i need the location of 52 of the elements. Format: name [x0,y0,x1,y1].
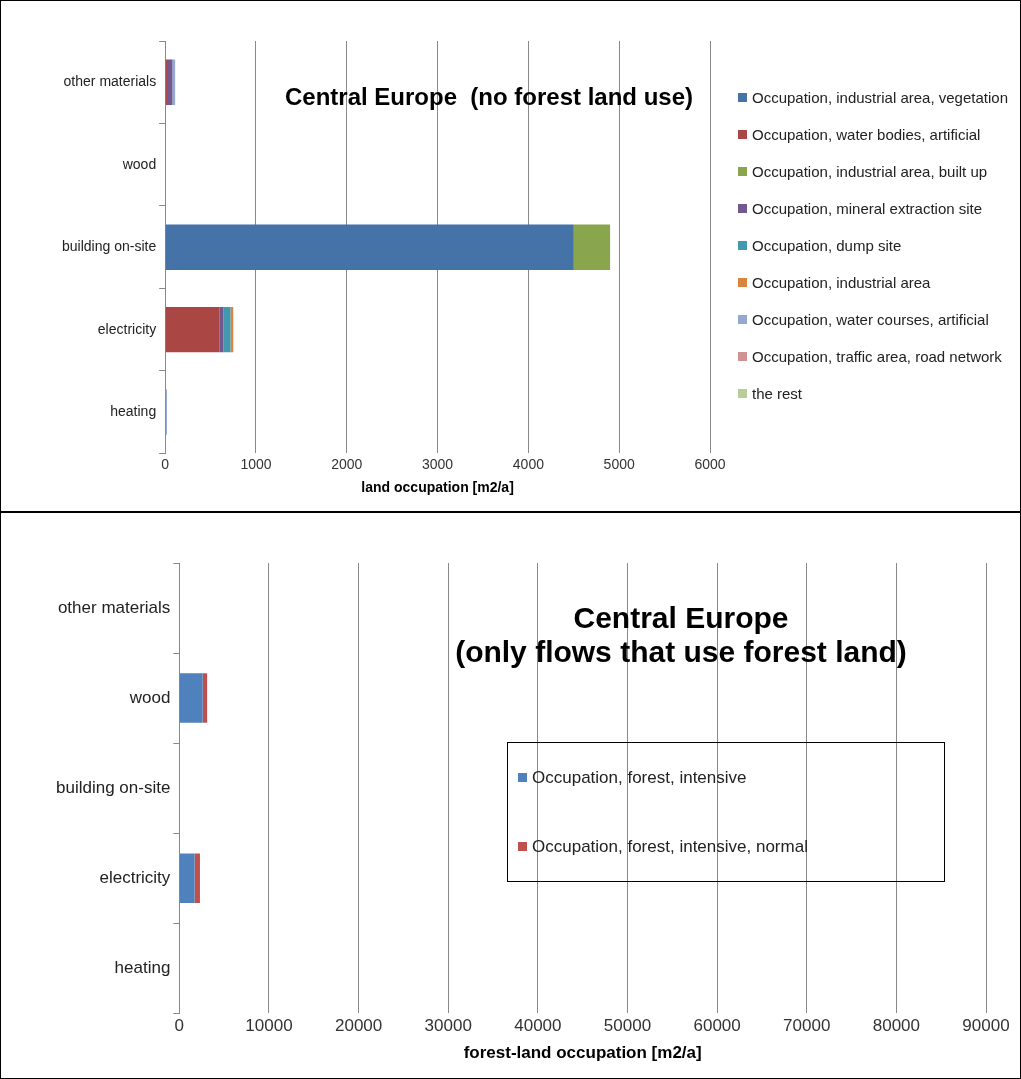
y-tick-label: wood [121,155,157,172]
y-tick-label: electricity [97,320,157,337]
x-tick-label: 70000 [783,1016,831,1036]
bar [194,853,200,903]
legend-label: Occupation, dump site [752,237,902,254]
x-tick-label: 4000 [512,455,545,472]
legend-label: the rest [752,385,803,402]
bar [223,307,231,353]
legend-label: Occupation, forest, intensive [532,767,747,788]
legend-label: Occupation, mineral extraction site [752,200,983,217]
x-tick-label: 30000 [424,1016,472,1036]
y-tick-label: electricity [99,867,171,887]
x-tick-label: 80000 [872,1016,921,1036]
legend-label: Occupation, industrial area, built up [752,163,988,180]
x-tick-label: 0 [174,1016,185,1036]
bar [165,307,220,353]
y-tick-label: heating [114,957,171,977]
y-tick-label: building on-site [62,238,157,255]
bar [179,853,195,903]
bar [573,224,611,270]
x-tick-label: 50000 [603,1016,652,1036]
legend-label: Occupation, forest, intensive, normal [532,836,808,857]
x-tick-label: 2000 [331,455,363,472]
y-tick-label: heating [110,403,157,420]
bar [202,673,208,723]
x-tick-label: 0 [161,455,170,472]
bar [166,59,173,105]
legend-label: Occupation, industrial area, vegetation [752,89,1008,106]
text: Central Europe (no forest land use) [283,83,694,111]
x-tick-label: 3000 [422,455,454,472]
bar [165,224,574,270]
y-tick-label: building on-site [55,777,171,797]
x-tick-label: 60000 [693,1016,741,1036]
text: Central Europe (only flows that use forest land) [454,601,908,669]
x-tick-label: 5000 [603,455,635,472]
y-tick-label: wood [128,687,171,707]
x-tick-label: 1000 [240,455,272,472]
x-axis-title: land occupation [m2/a] [361,479,514,496]
x-tick-label: 6000 [694,455,726,472]
legend-label: Occupation, water bodies, artificial [752,126,981,143]
legend-label: Occupation, traffic area, road network [752,348,1002,365]
bar [179,673,203,723]
x-tick-label: 10000 [245,1016,293,1036]
legend-label: Occupation, industrial area [752,274,931,291]
x-axis-title: forest-land occupation [m2/a] [463,1043,702,1063]
y-tick-label: other materials [57,597,171,617]
y-tick-label: other materials [63,73,157,90]
legend-label: Occupation, water courses, artificial [752,311,989,328]
x-tick-label: 40000 [514,1016,562,1036]
bar [172,59,176,105]
x-tick-label: 20000 [334,1016,383,1036]
x-tick-label: 90000 [962,1016,1010,1036]
